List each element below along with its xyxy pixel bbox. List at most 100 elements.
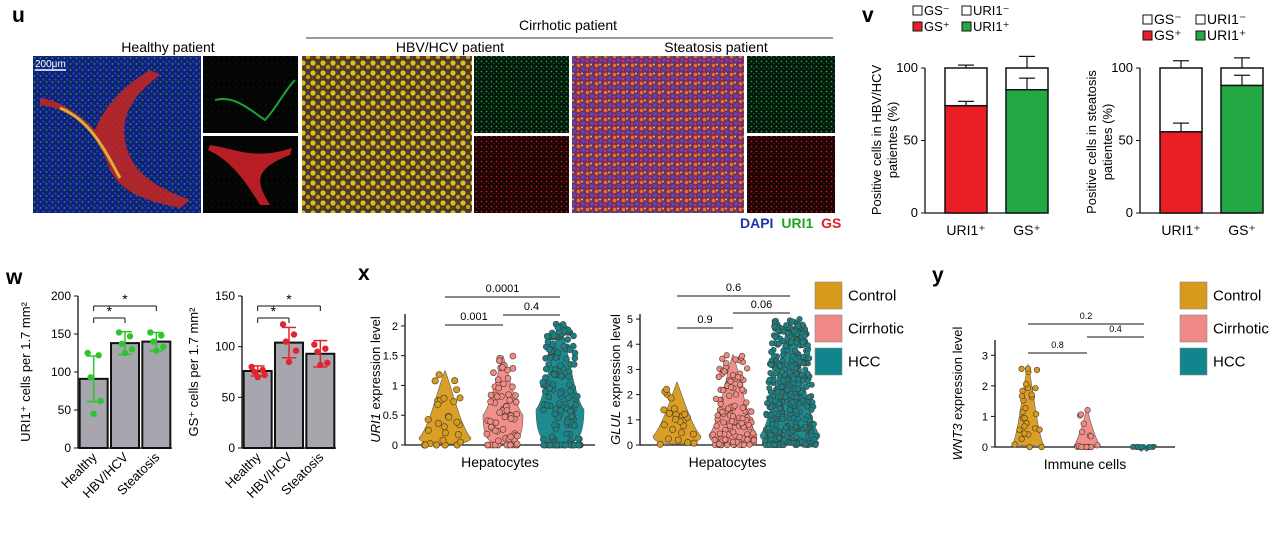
data-point (509, 352, 517, 360)
comparison-label: 0.4 (524, 301, 539, 313)
data-point (1022, 405, 1029, 412)
micrograph-hbv-merged (302, 56, 472, 213)
data-point (801, 333, 808, 340)
data-point (453, 386, 461, 394)
legend-uri1-minus: URI1⁻ (973, 3, 1009, 18)
data-point (802, 423, 809, 430)
data-point (1021, 423, 1028, 430)
data-point (799, 338, 806, 345)
data-point (548, 433, 556, 440)
legend-swatch-gs-plus (1142, 30, 1153, 41)
y-tick-label: 100 (51, 365, 71, 379)
y-tick-label: 2 (392, 321, 398, 333)
data-point (324, 359, 331, 367)
data-point (506, 441, 514, 449)
data-point (1018, 435, 1025, 442)
data-point (1146, 444, 1153, 450)
data-point (554, 324, 562, 331)
data-point (126, 333, 134, 340)
data-point (1021, 430, 1028, 437)
data-point (723, 360, 730, 367)
y-axis-label: Positive cells in HBV/HCV (869, 65, 884, 216)
legend-v-left: GS⁻ URI1⁻ GS⁺ URI1⁺ (912, 3, 1009, 34)
data-point (745, 421, 752, 428)
data-point (726, 392, 733, 399)
data-point (768, 349, 775, 356)
legend-label: Cirrhotic (848, 320, 904, 337)
data-point (564, 336, 571, 343)
data-point (789, 353, 796, 360)
data-point (1036, 426, 1043, 433)
data-point (439, 436, 447, 444)
legend-label: Cirrhotic (1213, 320, 1269, 337)
data-point (512, 392, 519, 399)
data-point (546, 441, 554, 449)
data-point (566, 381, 573, 388)
data-point (1021, 414, 1028, 422)
data-point (566, 346, 574, 354)
data-point (690, 439, 698, 447)
data-point (778, 383, 785, 390)
legend-uri1-plus: URI1⁺ (1207, 27, 1246, 43)
data-point (495, 384, 502, 392)
y-axis-unit: expression level (950, 327, 965, 424)
y-tick-label: 150 (51, 327, 71, 341)
legend-swatch (1179, 347, 1208, 376)
y-tick-label: 1 (392, 380, 398, 392)
data-point (1019, 387, 1026, 394)
data-point (501, 413, 509, 421)
data-point (776, 405, 783, 412)
data-point (509, 383, 516, 391)
legend-swatch-gs-minus (912, 5, 923, 16)
data-point (285, 358, 293, 366)
bar-lower (1005, 89, 1049, 214)
y-axis-label: patientes (%) (1100, 104, 1115, 181)
y-axis-label: URI1 expression level (368, 316, 383, 443)
y-tick-label: 1.5 (383, 351, 398, 363)
data-point (441, 429, 449, 437)
micrograph-hbv-gs (474, 136, 569, 213)
data-point (791, 328, 798, 335)
data-point (812, 441, 819, 448)
data-point (494, 376, 502, 384)
data-point (575, 441, 583, 449)
data-point (513, 440, 521, 448)
data-point (739, 386, 746, 393)
panel-letter-v: v (862, 4, 874, 27)
data-point (507, 433, 515, 441)
data-point (777, 362, 784, 369)
y-tick-label: 0 (911, 205, 918, 220)
micrograph-steatosis-uri1 (747, 56, 835, 133)
data-point (744, 365, 751, 372)
data-point (1018, 365, 1025, 372)
data-point (1129, 444, 1136, 450)
data-point (663, 385, 671, 393)
data-point (503, 407, 511, 414)
data-point (573, 392, 581, 400)
data-point (796, 316, 803, 323)
y-tick-label: 0 (982, 442, 988, 454)
data-point (1077, 411, 1085, 418)
data-point (570, 361, 578, 368)
data-point (505, 391, 512, 398)
data-point (671, 415, 679, 423)
data-point (782, 424, 789, 431)
data-point (792, 347, 799, 354)
data-point (738, 352, 746, 360)
data-point (678, 429, 686, 437)
data-point (1078, 428, 1086, 436)
significance-label: * (107, 303, 113, 319)
chart-x-glul: 0 1 2 3 4 5 0.9 0.06 0.6 Hepatocytes GLUL expressi… (608, 282, 821, 470)
legend-y: Control Cirrhotic HCC (1179, 281, 1269, 376)
y-axis-gene: GLUL (608, 411, 623, 445)
data-point (421, 441, 429, 449)
data-point (766, 376, 773, 383)
data-point (743, 399, 750, 406)
legend-gs-plus: GS⁺ (1154, 27, 1182, 43)
data-point (553, 441, 561, 449)
data-point (456, 438, 464, 446)
data-point (717, 400, 724, 408)
data-point (432, 441, 440, 449)
data-point (808, 432, 815, 439)
data-point (778, 368, 785, 375)
